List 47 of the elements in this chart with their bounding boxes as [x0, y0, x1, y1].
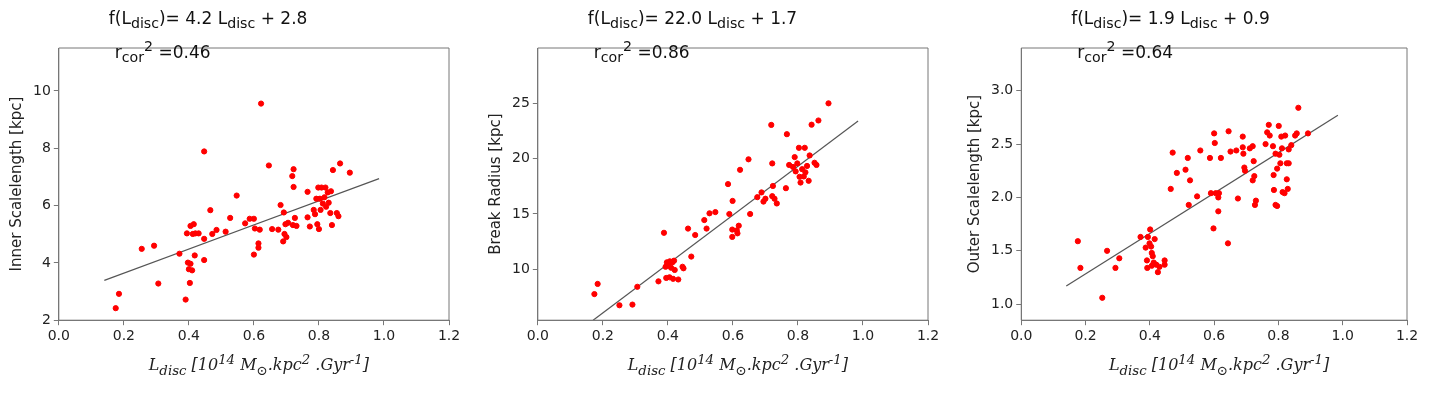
y-tick-label: 1.5: [991, 241, 1014, 258]
text: L$_{disc}$ [10$^{14}$ M$_{⊙}$.kpc$^{2}$ .Gyr$^{-1}$]: [627, 352, 849, 378]
x-tick-label: 0.6: [242, 327, 266, 344]
x-tick-label: 0.6: [721, 327, 745, 344]
x-tick-label: 0.4: [1138, 327, 1162, 344]
y-tick-label: 4: [41, 253, 51, 270]
y-tick-label: 10: [32, 81, 51, 98]
x-tick-label: 1.0: [1331, 327, 1354, 344]
y-tick-label: 2: [41, 310, 51, 327]
x-tick-label: 0.0: [47, 327, 70, 344]
y-tick-label: 6: [41, 196, 51, 213]
y-tick-label: 20: [511, 149, 530, 166]
x-tick-label: 0.8: [307, 327, 331, 344]
x-tick-label: 0.2: [112, 327, 135, 344]
text: f(L$_{disc}$)= 22.0 L$_{disc}$ + 1.7: [587, 7, 798, 34]
text: f(L$_{disc}$)= 1.9 L$_{disc}$ + 0.9: [1071, 7, 1270, 34]
annotation: r$_{cor}$$^{2}$ =0.86: [593, 37, 690, 68]
x-tick-label: 0.8: [786, 327, 810, 344]
y-tick-label: 8: [41, 138, 51, 155]
text: f(L$_{disc}$)= 4.2 L$_{disc}$ + 2.8: [108, 7, 308, 34]
annotation: r$_{cor}$$^{2}$ =0.64: [1077, 37, 1174, 68]
y-tick-label: 2.5: [991, 134, 1014, 151]
text: L$_{disc}$ [10$^{14}$ M$_{⊙}$.kpc$^{2}$ .Gyr$^{-1}$]: [1108, 352, 1330, 378]
y-tick-label: 1.0: [991, 294, 1014, 311]
x-tick-label: 1.0: [372, 327, 396, 344]
x-tick-label: 1.0: [851, 327, 875, 344]
y-axis-title: Inner Scalelength [kpc]: [6, 96, 25, 272]
y-axis-title: Outer Scalelength [kpc]: [964, 94, 983, 274]
x-tick-label: 0.4: [177, 327, 201, 344]
x-tick-label: 0.2: [591, 327, 614, 344]
x-tick-label: 0.4: [656, 327, 680, 344]
y-axis-title: Break Radius [kpc]: [485, 113, 504, 255]
y-tick-label: 15: [511, 204, 530, 221]
text: L$_{disc}$ [10$^{14}$ M$_{⊙}$.kpc$^{2}$ .Gyr$^{-1}$]: [148, 352, 370, 378]
y-tick-label: 25: [511, 93, 530, 110]
annotation: r$_{cor}$$^{2}$ =0.46: [114, 37, 211, 68]
x-tick-label: 1.2: [1395, 327, 1419, 344]
y-tick-label: 2.0: [991, 188, 1014, 205]
x-tick-label: 0.0: [526, 327, 549, 344]
x-tick-label: 1.2: [916, 327, 940, 344]
x-tick-label: 0.8: [1267, 327, 1290, 344]
x-tick-label: 0.0: [1010, 327, 1033, 344]
y-tick-label: 3.0: [991, 81, 1014, 98]
x-tick-label: 0.6: [1203, 327, 1226, 344]
x-tick-label: 0.2: [1074, 327, 1097, 344]
x-tick-label: 1.2: [437, 327, 461, 344]
y-tick-label: 10: [511, 259, 530, 276]
